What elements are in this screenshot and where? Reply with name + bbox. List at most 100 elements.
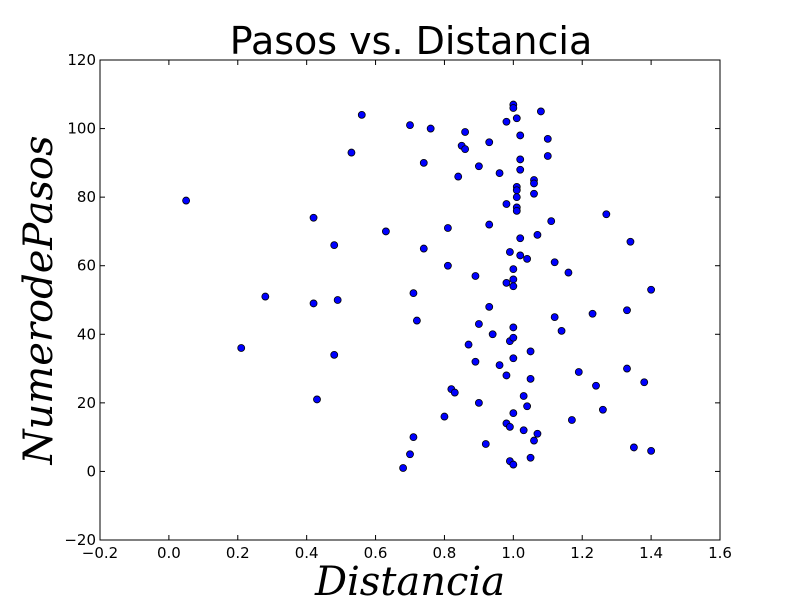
data-point <box>399 464 408 472</box>
data-point <box>509 409 518 418</box>
x-axis-label: Distancia <box>314 559 505 600</box>
data-point <box>533 230 542 239</box>
data-point <box>509 104 518 112</box>
y-tick-label: 100 <box>67 120 96 138</box>
data-point <box>516 131 525 140</box>
chart-title: Pasos vs. Distancia <box>230 19 592 63</box>
data-point <box>440 412 449 421</box>
data-point <box>512 186 521 195</box>
data-point <box>474 162 483 171</box>
data-point <box>409 433 418 442</box>
data-point <box>530 189 538 198</box>
data-point <box>512 193 521 202</box>
x-tick-label: 0.0 <box>157 544 181 562</box>
data-point <box>443 224 452 232</box>
x-tick-label: 1.0 <box>501 544 525 562</box>
data-point <box>526 347 535 356</box>
data-point <box>443 261 452 270</box>
data-point <box>357 110 366 119</box>
y-tick-label: 80 <box>77 188 96 206</box>
data-point <box>509 460 518 469</box>
data-point <box>505 248 514 256</box>
data-point <box>588 309 597 318</box>
data-point <box>526 453 535 462</box>
data-point <box>471 272 480 280</box>
data-point <box>509 265 518 274</box>
data-point <box>426 124 435 133</box>
data-point <box>509 354 518 363</box>
data-point <box>598 405 607 414</box>
data-point <box>419 158 428 167</box>
y-tick-label: 20 <box>77 394 96 412</box>
plot-frame <box>99 59 721 541</box>
data-point <box>485 220 494 229</box>
data-point <box>485 302 494 311</box>
data-point <box>519 426 528 435</box>
data-point <box>550 313 559 322</box>
data-point <box>488 330 497 339</box>
data-point <box>509 282 518 291</box>
data-point <box>602 210 611 219</box>
data-point <box>495 361 504 370</box>
data-point <box>495 169 504 178</box>
y-tick-label: 0 <box>86 462 96 480</box>
data-point <box>461 128 470 136</box>
data-point <box>543 152 552 160</box>
data-point <box>533 429 542 438</box>
x-tick-label: 1.4 <box>639 544 663 562</box>
data-point <box>516 234 525 243</box>
data-point <box>516 155 525 164</box>
data-point <box>509 275 518 284</box>
data-point <box>647 285 656 294</box>
data-point <box>574 368 583 376</box>
data-point <box>347 148 356 157</box>
data-point <box>509 333 518 342</box>
data-point <box>313 395 321 404</box>
data-point <box>406 450 414 459</box>
data-point <box>419 244 428 253</box>
data-point <box>406 121 414 130</box>
data-point <box>237 344 246 352</box>
data-point <box>474 398 483 407</box>
data-point <box>454 172 463 181</box>
data-point <box>567 416 576 424</box>
data-point <box>623 364 631 373</box>
data-point <box>485 138 494 147</box>
data-point <box>623 306 631 315</box>
data-point <box>261 292 270 301</box>
data-point <box>464 340 473 349</box>
data-point <box>412 316 421 325</box>
data-point <box>550 258 559 267</box>
data-point <box>547 217 556 226</box>
data-point <box>512 114 521 123</box>
data-point <box>330 241 339 250</box>
data-point <box>516 165 525 174</box>
x-tick-label: 0.6 <box>364 544 388 562</box>
x-tick-label: 0.8 <box>433 544 457 562</box>
data-point <box>461 145 470 154</box>
data-point <box>474 320 483 328</box>
data-point <box>330 350 339 359</box>
data-point <box>409 289 418 298</box>
data-point <box>502 200 511 208</box>
data-point <box>516 251 525 260</box>
data-point <box>309 213 318 222</box>
data-point <box>333 296 342 304</box>
x-tick-label: 0.2 <box>226 544 250 562</box>
data-point <box>647 446 656 455</box>
x-tick-label: 0.4 <box>295 544 319 562</box>
y-tick-label: 120 <box>67 51 96 69</box>
points-layer <box>182 100 656 472</box>
data-point <box>309 299 318 308</box>
data-point <box>519 392 528 400</box>
data-point <box>505 422 514 431</box>
y-tick-label: −20 <box>64 531 96 549</box>
data-point <box>557 326 566 335</box>
data-point <box>502 371 511 380</box>
data-point <box>629 443 638 452</box>
data-point <box>509 323 518 332</box>
data-point <box>502 117 511 126</box>
data-point <box>512 206 521 215</box>
data-point <box>543 134 552 143</box>
